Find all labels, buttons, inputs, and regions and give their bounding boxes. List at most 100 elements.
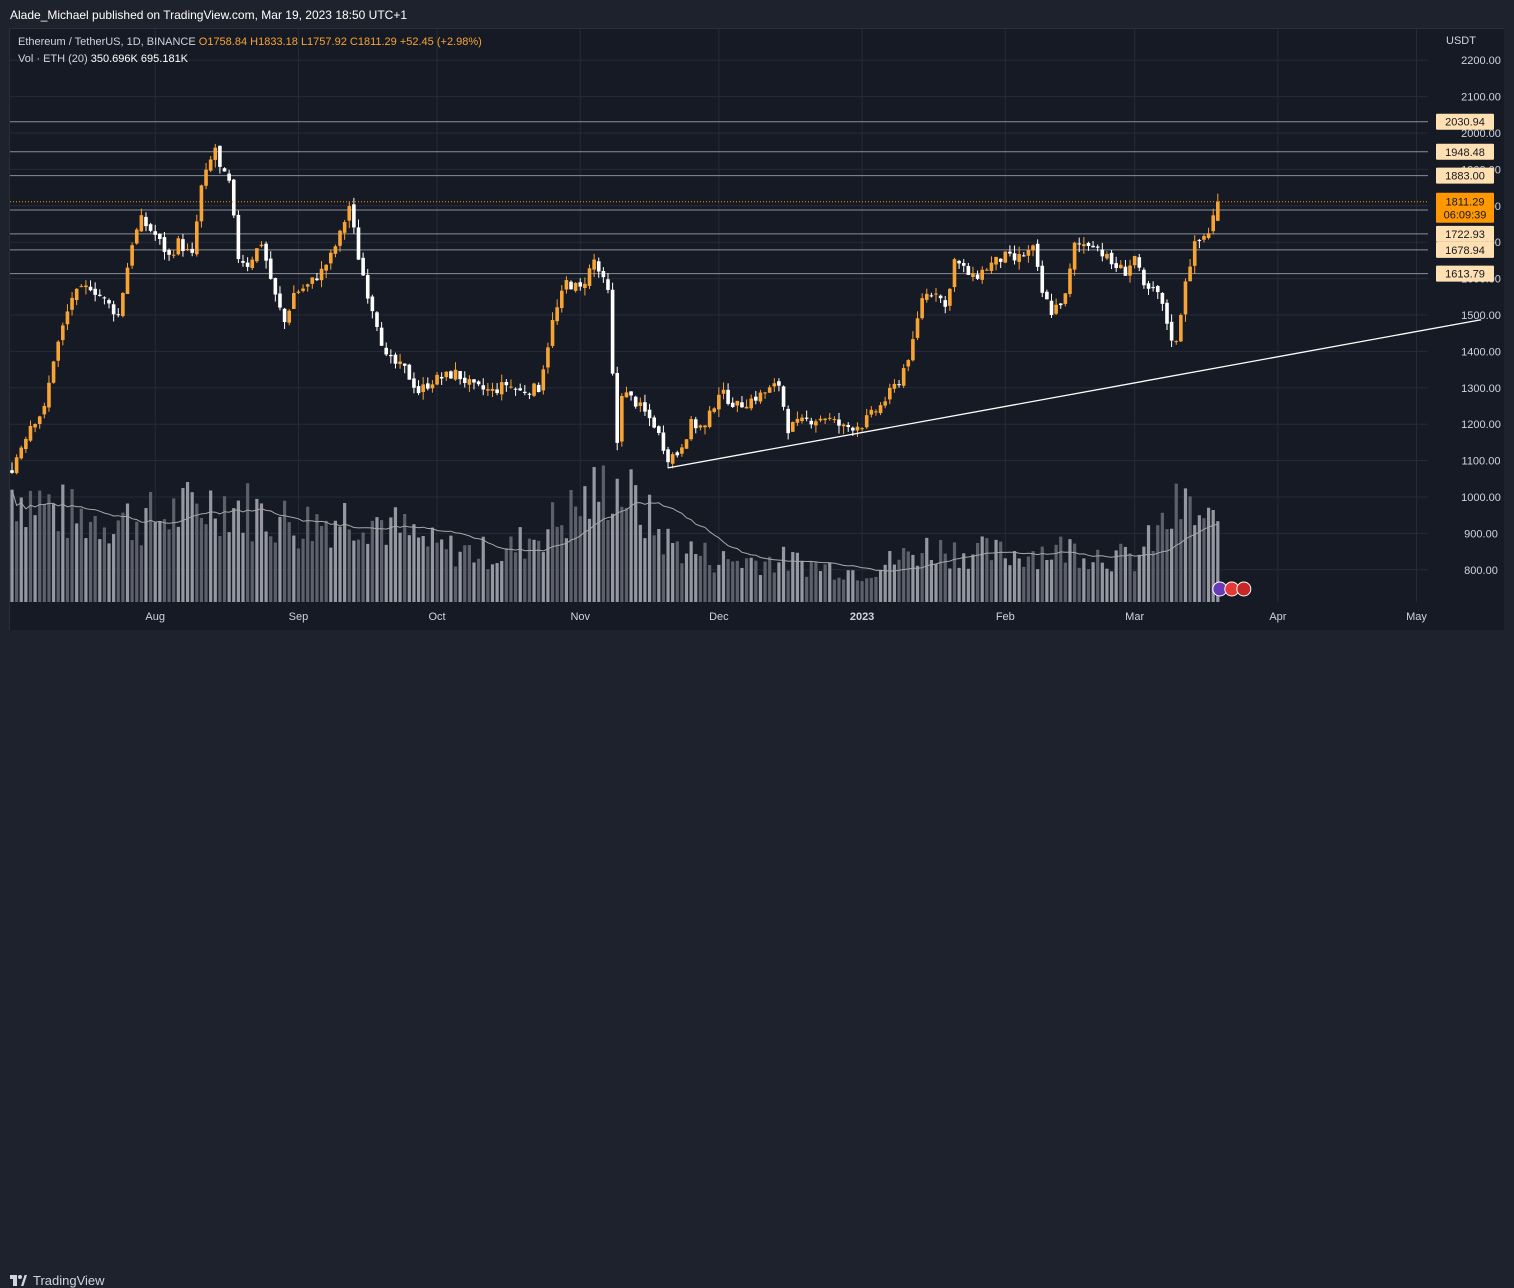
candle-body [680, 447, 684, 454]
volume-bar [449, 535, 453, 602]
candle-body [754, 396, 758, 401]
volume-bar [250, 541, 254, 602]
y-tick-label: 1500.00 [1461, 310, 1501, 322]
candle-body [920, 298, 924, 319]
volume-bar [749, 557, 753, 602]
volume-bar [643, 538, 647, 602]
volume-bar [647, 494, 652, 602]
volume-bar [735, 560, 739, 602]
candle-body [536, 384, 541, 392]
volume-bar [1049, 559, 1054, 602]
volume-bar [319, 525, 324, 602]
volume-bar [107, 543, 111, 602]
candle-body [911, 339, 915, 361]
candle-body [643, 402, 647, 412]
volume-bar [1165, 529, 1169, 602]
candle-body [559, 290, 564, 309]
volume-bar [1146, 525, 1151, 602]
volume-bar [1082, 558, 1086, 602]
candle-body [61, 325, 65, 341]
candle-body [10, 470, 14, 473]
volume-bar [569, 489, 573, 602]
brand-label: TradingView [33, 1273, 105, 1288]
volume-bar [1183, 488, 1188, 602]
volume-bar [1003, 558, 1007, 602]
candle-body [449, 371, 453, 379]
candle-body [204, 169, 208, 186]
candle-body [790, 422, 795, 432]
candle-body [79, 286, 84, 288]
volume-bar [883, 564, 887, 602]
candle-body [832, 419, 837, 421]
candle-body [227, 173, 231, 181]
candle-body [190, 248, 194, 253]
volume-bar [1086, 569, 1091, 602]
level-price-label: 1722.93 [1445, 229, 1485, 241]
candle-body [255, 248, 259, 262]
volume-bar [948, 568, 952, 602]
volume-bar [1216, 521, 1220, 602]
volume-bar [1133, 571, 1137, 602]
candle-body [481, 385, 486, 390]
candle-body [985, 269, 989, 271]
volume-bar [213, 518, 217, 602]
volume-bar [1077, 567, 1081, 602]
candle-body [1045, 291, 1049, 300]
volume-bar [380, 520, 384, 602]
ascending-trendline[interactable] [667, 319, 1482, 469]
candle-body [499, 382, 504, 395]
y-tick-label: 1200.00 [1461, 419, 1501, 431]
volume-bar [70, 489, 74, 602]
candle-body [439, 376, 444, 379]
volume-bar [666, 528, 670, 602]
volume-bar [1040, 546, 1044, 602]
volume-bar [306, 506, 310, 602]
candle-body [661, 432, 666, 451]
candle-body [1142, 269, 1146, 286]
candle-body [915, 318, 920, 338]
close-value: C1811.29 [349, 36, 397, 48]
candle-body [994, 256, 998, 265]
candle-body [356, 227, 361, 260]
candle-body [948, 288, 952, 306]
volume-bar [985, 538, 989, 602]
volume-bar [416, 537, 421, 602]
us-event-icon[interactable] [1236, 581, 1252, 597]
volume-bar [190, 492, 194, 602]
y-tick-label: 1100.00 [1462, 456, 1501, 468]
candle-body [185, 248, 190, 250]
candle-body [693, 419, 698, 429]
candle-body [259, 244, 264, 247]
volume-bar [860, 581, 864, 602]
volume-bar [56, 531, 60, 602]
level-price-tag [1436, 143, 1494, 160]
candle-body [1086, 242, 1091, 247]
tradingview-logo[interactable]: TradingView [10, 1273, 105, 1288]
candle-body [70, 297, 74, 310]
candle-body [800, 417, 804, 422]
volume-bar [444, 549, 448, 602]
candle-body [134, 229, 139, 244]
volume-bar [878, 570, 883, 602]
candle-body [583, 283, 587, 288]
price-chart[interactable]: 800.00 900.00 1000.00 1100.00 1200.00 1300.00… [0, 0, 1514, 632]
candle-body [352, 204, 356, 228]
time-axis[interactable] [10, 602, 1504, 630]
volume-bar [560, 525, 564, 602]
volume-bar [980, 536, 984, 602]
volume-bar [10, 489, 14, 602]
symbol-label[interactable]: Ethereum / TetherUS, 1D, BINANCE [18, 36, 196, 48]
volume-bar [527, 538, 532, 602]
volume-label[interactable]: Vol · ETH (20) [18, 53, 88, 65]
candle-body [1206, 233, 1211, 238]
candle-body [453, 369, 458, 380]
volume-bar [1054, 544, 1058, 602]
volume-bar [615, 478, 619, 602]
candle-body [24, 438, 28, 450]
candle-body [1049, 300, 1054, 316]
candle-body [860, 428, 864, 430]
candle-body [1040, 265, 1045, 293]
candle-body [231, 179, 236, 216]
candle-body [245, 262, 250, 267]
volume-bar [403, 513, 407, 602]
